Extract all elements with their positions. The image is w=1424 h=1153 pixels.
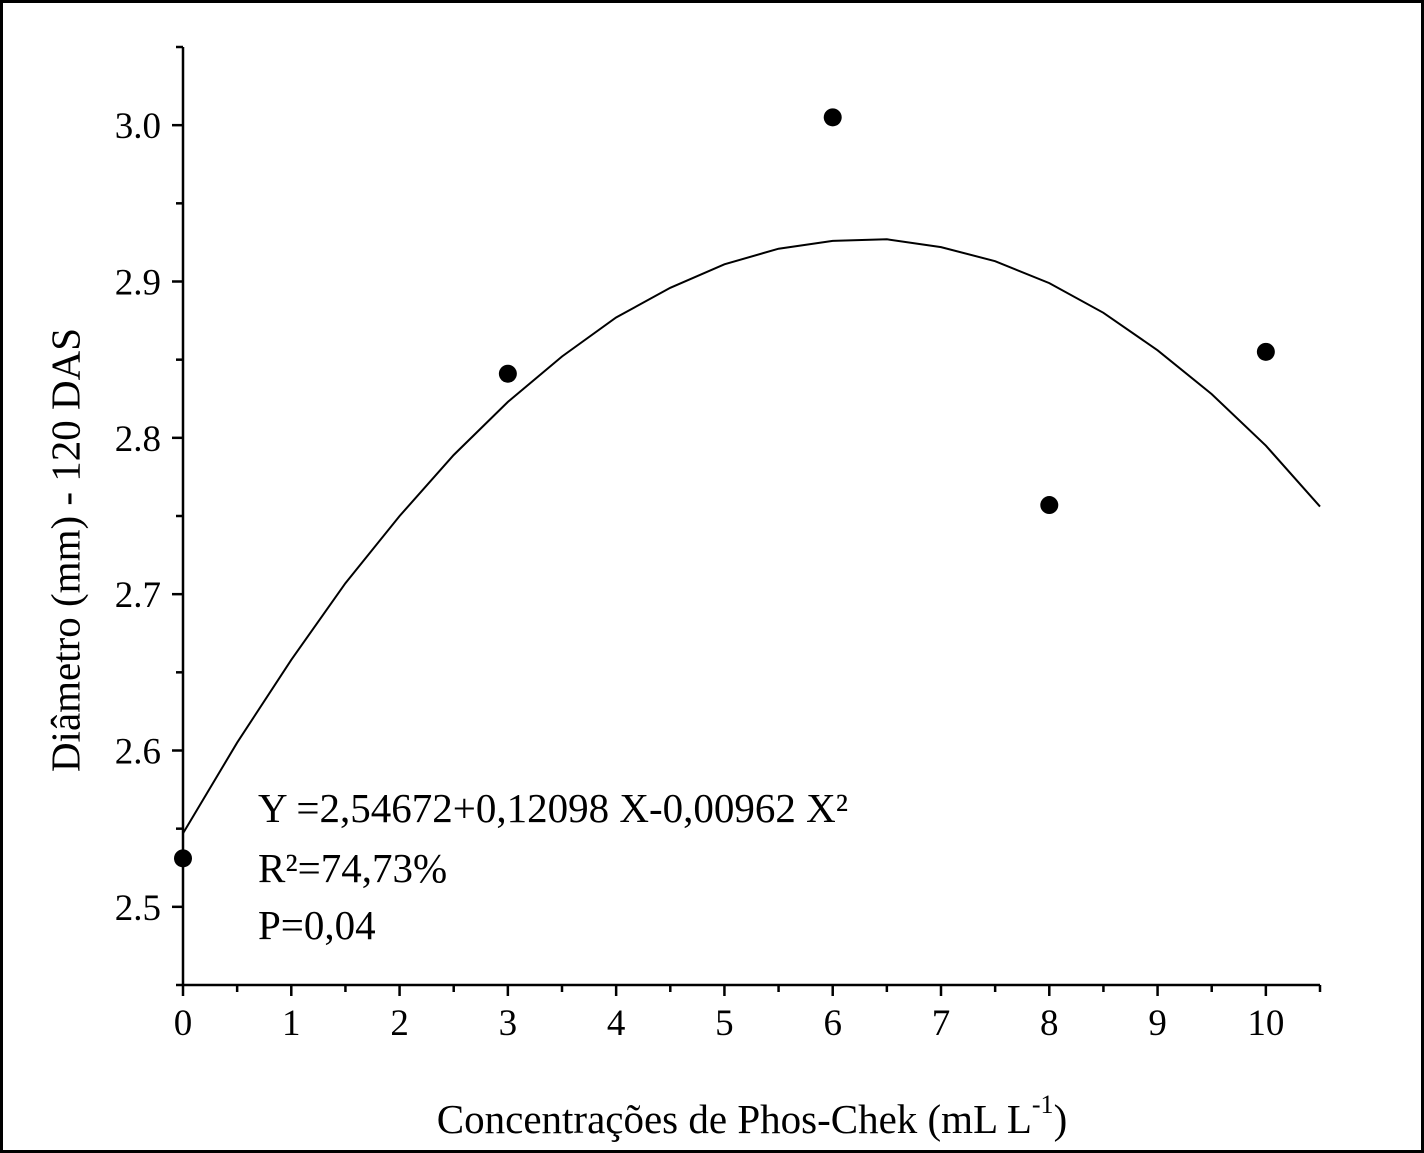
y-tick-label: 2.6 xyxy=(115,732,161,773)
x-tick-label: 4 xyxy=(607,1003,626,1044)
fit-curve xyxy=(182,238,1321,834)
x-axis-title: Concentrações de Phos-Chek (mL L-1) xyxy=(437,1090,1067,1142)
y-tick-label: 2.5 xyxy=(115,888,161,929)
x-tick-label: 6 xyxy=(823,1003,842,1044)
x-tick-label: 3 xyxy=(499,1003,518,1044)
x-title-close: ) xyxy=(1054,1096,1068,1142)
data-point xyxy=(1256,342,1275,361)
x-tick-label: 8 xyxy=(1040,1003,1059,1044)
y-axis-title: Diâmetro (mm) - 120 DAS xyxy=(42,328,88,772)
x-title-text: Concentrações de Phos-Chek (mL L xyxy=(437,1096,1032,1142)
annotation: Y =2,54672+0,12098 X-0,00962 X² xyxy=(258,785,848,831)
x-tick-label: 7 xyxy=(932,1003,951,1044)
x-tick-label: 2 xyxy=(390,1003,409,1044)
x-tick-label: 0 xyxy=(174,1003,193,1044)
x-title-sup: -1 xyxy=(1032,1090,1054,1119)
data-point xyxy=(1040,496,1059,515)
data-point xyxy=(174,849,192,868)
y-tick-label: 3.0 xyxy=(115,106,161,147)
x-tick-label: 1 xyxy=(282,1003,301,1044)
x-tick-label: 10 xyxy=(1247,1003,1284,1044)
y-tick-label: 2.9 xyxy=(115,263,161,304)
x-tick-label: 9 xyxy=(1148,1003,1167,1044)
data-point xyxy=(498,364,517,383)
annotation: R²=74,73% xyxy=(258,845,447,891)
y-tick-label: 2.7 xyxy=(115,575,161,616)
x-tick-label: 5 xyxy=(715,1003,734,1044)
annotation: P=0,04 xyxy=(258,902,376,948)
data-point xyxy=(823,108,842,127)
y-tick-label: 2.8 xyxy=(115,419,161,460)
